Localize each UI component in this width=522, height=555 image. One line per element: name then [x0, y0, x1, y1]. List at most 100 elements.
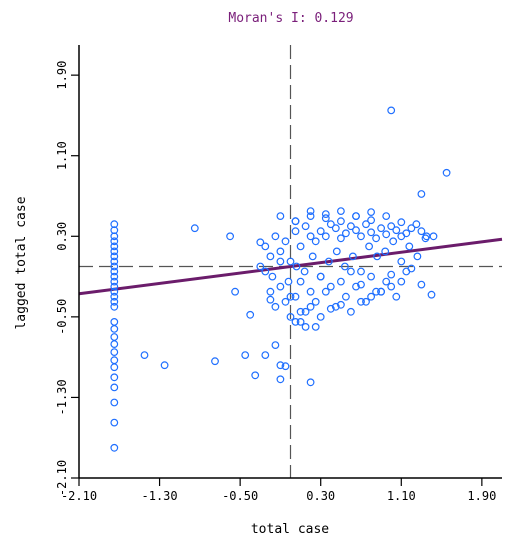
data-point [281, 297, 290, 306]
data-point [372, 287, 381, 296]
data-point [417, 227, 426, 236]
data-point [110, 252, 119, 261]
x-tick-label: 0.30 [306, 489, 335, 503]
data-point [347, 307, 355, 316]
data-point [311, 323, 320, 331]
data-point [291, 217, 300, 226]
data-point [110, 257, 119, 266]
data-point [316, 227, 325, 236]
data-point [110, 237, 119, 246]
data-point [321, 287, 330, 296]
data-point [261, 351, 270, 360]
data-point [387, 222, 396, 231]
data-point [301, 307, 310, 316]
data-point [241, 351, 250, 360]
data-point [276, 212, 285, 221]
data-point [326, 304, 335, 313]
data-point [190, 224, 199, 233]
x-tick-label: -2.10 [61, 489, 97, 503]
data-point [321, 214, 330, 223]
data-point [160, 361, 169, 370]
data-point [268, 272, 277, 281]
data-point [397, 218, 406, 227]
data-point [417, 190, 426, 198]
data-point [110, 443, 119, 452]
data-point [367, 208, 376, 217]
data-point [110, 340, 119, 349]
data-point [352, 282, 360, 291]
data-point [382, 277, 391, 286]
data-point [326, 220, 335, 229]
data-point [397, 257, 406, 266]
data-point [226, 232, 235, 241]
data-point [365, 242, 374, 251]
data-point [387, 106, 396, 115]
data-point [110, 325, 119, 333]
data-point [389, 237, 398, 246]
data-point [301, 222, 310, 231]
data-point [377, 224, 386, 233]
data-point [276, 257, 285, 266]
data-point [341, 262, 349, 271]
data-point [296, 318, 305, 326]
data-point [276, 247, 285, 256]
x-axis-label: total case [251, 522, 329, 537]
data-point [412, 220, 421, 229]
data-point [291, 318, 300, 326]
data-point [110, 282, 119, 291]
data-point [261, 267, 270, 276]
data-point [246, 310, 255, 319]
data-point [326, 282, 335, 291]
data-point [110, 356, 119, 365]
data-point [377, 287, 386, 296]
data-point [276, 282, 285, 291]
data-point [110, 363, 119, 372]
data-point [316, 313, 325, 321]
data-point [407, 224, 416, 233]
data-point [316, 272, 325, 281]
data-point [387, 270, 396, 279]
data-point [266, 295, 275, 304]
data-point [291, 292, 300, 301]
data-point [367, 228, 376, 237]
data-point [281, 362, 290, 371]
data-point [110, 277, 119, 286]
data-point [337, 234, 345, 243]
data-point [402, 267, 411, 276]
data-point [296, 307, 305, 316]
data-point [271, 302, 280, 311]
data-point [367, 292, 376, 301]
data-point [291, 227, 300, 236]
regression-layer [78, 237, 503, 296]
data-point [140, 351, 149, 360]
data-point [292, 262, 301, 271]
data-point [321, 210, 330, 219]
data-point [337, 217, 345, 226]
data-point [405, 242, 414, 251]
data-point [311, 237, 320, 246]
y-tick-label: 1.90 [55, 61, 69, 90]
data-point [281, 237, 290, 246]
data-point [251, 371, 260, 380]
data-point [352, 212, 360, 221]
data-point [337, 207, 345, 216]
data-point [211, 357, 219, 366]
data-point [110, 418, 119, 427]
data-point [331, 224, 340, 233]
data-point [357, 232, 365, 241]
data-point [397, 277, 406, 286]
data-point [301, 323, 310, 331]
data-point [362, 297, 370, 306]
points-layer [110, 106, 451, 452]
data-point [308, 252, 317, 261]
data-point [306, 212, 315, 221]
data-point [110, 297, 119, 306]
data-point [110, 373, 119, 382]
data-point [357, 280, 365, 289]
data-point [331, 302, 340, 311]
data-point [110, 247, 119, 256]
x-tick-label: -0.50 [222, 489, 258, 503]
data-point [427, 290, 436, 299]
data-point [321, 232, 330, 241]
